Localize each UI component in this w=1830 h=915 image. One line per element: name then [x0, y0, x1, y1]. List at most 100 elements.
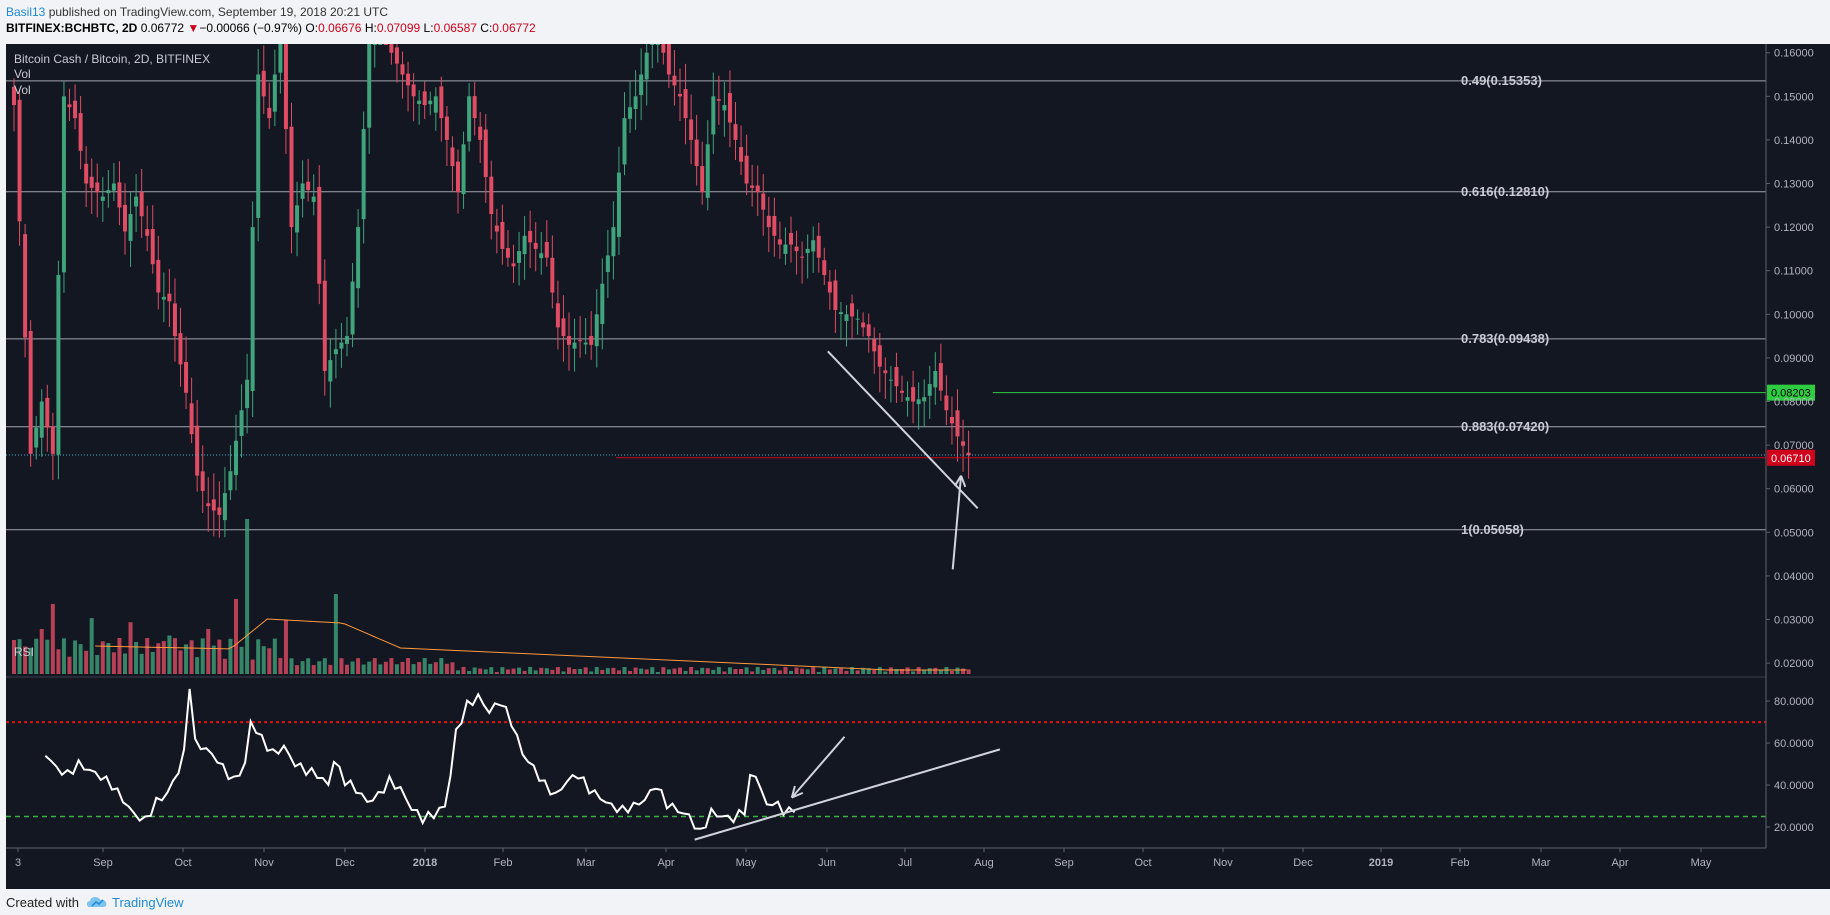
candle-body: [561, 318, 566, 337]
price-trendline: [827, 350, 979, 510]
volume-bar: [311, 665, 316, 674]
candle-body: [200, 471, 205, 491]
candle-body: [672, 75, 677, 86]
chart-canvas[interactable]: 0.49(0.15353) 0.616(0.12810) 0.783(0.09438…: [6, 44, 1830, 889]
candle-body: [949, 416, 954, 424]
volume-bar: [45, 639, 50, 674]
x-tick-label: Dec: [1293, 857, 1313, 869]
chart-header: Basil13 published on TradingView.com, Se…: [0, 0, 1830, 44]
volume-bar: [350, 661, 355, 674]
candle-body: [461, 144, 466, 195]
volume-bar: [156, 643, 161, 674]
candle-body: [439, 86, 444, 119]
candle-body: [944, 395, 949, 411]
volume-bar: [927, 668, 932, 674]
candle-body: [345, 336, 349, 344]
x-tick-label: 3: [15, 857, 21, 869]
candle-body: [800, 256, 805, 258]
volume-bar: [256, 639, 261, 674]
candle-body: [694, 139, 699, 167]
high-value: 0.07099: [376, 21, 421, 35]
volume-bar: [394, 664, 399, 674]
tradingview-brand[interactable]: TradingView: [112, 895, 184, 910]
volume-bar: [200, 638, 205, 674]
candle-body: [661, 44, 666, 53]
volume-bar: [844, 670, 849, 674]
candle-body: [89, 176, 94, 188]
volume-bar: [755, 667, 760, 674]
x-tick-label: Oct: [174, 857, 191, 869]
volume-bar: [422, 658, 427, 674]
ohlc-info: BITFINEX:BCHBTC, 2D 0.06772 ▼−0.00066 (−…: [6, 21, 536, 35]
volume-bar: [61, 638, 66, 674]
volume-bar: [766, 668, 771, 674]
candle-body: [955, 410, 960, 437]
candle-body: [211, 499, 216, 511]
volume-bar: [322, 658, 327, 674]
candle-body: [644, 52, 649, 80]
volume-bar: [472, 667, 477, 674]
volume-bar: [822, 667, 827, 674]
author-link[interactable]: Basil13: [6, 5, 46, 19]
low-value: 0.06587: [433, 21, 477, 35]
candle-body: [322, 280, 327, 371]
candle-body: [28, 331, 33, 454]
open-label: O:: [305, 21, 319, 35]
candle-body: [827, 281, 832, 293]
y-tick-label: 0.02000: [1774, 658, 1814, 670]
volume-bar: [289, 658, 294, 674]
volume-bar: [417, 662, 422, 674]
volume-ma-line: [95, 618, 967, 671]
support-tag: [1767, 449, 1815, 466]
y-tick-label: 0.08000: [1774, 397, 1814, 409]
candle-body: [189, 403, 194, 435]
volume-bar: [150, 651, 155, 674]
volume-bar: [944, 667, 949, 674]
volume-bar: [633, 667, 638, 674]
volume-bar: [245, 519, 250, 674]
candle-body: [472, 96, 477, 119]
candle-body: [750, 185, 755, 188]
volume-bar: [911, 671, 916, 674]
candle-body: [372, 44, 377, 45]
volume-bar: [467, 670, 472, 674]
candle-body: [600, 283, 605, 324]
candle-body: [156, 259, 161, 293]
candle-body: [727, 93, 732, 123]
close-value: 0.06772: [492, 21, 536, 35]
rsi-trendline: [694, 748, 1001, 841]
candle-body: [67, 104, 72, 108]
volume-bar: [694, 670, 699, 674]
volume-bar: [761, 669, 766, 674]
volume-bar: [672, 668, 677, 674]
candle-body: [217, 507, 222, 515]
candle-body: [877, 345, 882, 367]
candle-body: [938, 363, 943, 391]
volume-bar: [328, 664, 333, 674]
candle-body: [789, 232, 793, 245]
volume-bar: [783, 667, 788, 674]
candle-body: [572, 342, 577, 349]
y-tick-label: 0.14000: [1774, 135, 1814, 147]
volume-bar: [733, 668, 738, 674]
candle-body: [966, 452, 971, 456]
candle-body: [766, 215, 771, 228]
y-tick-label: 0.05000: [1774, 527, 1814, 539]
tradingview-cloud-icon[interactable]: [86, 893, 108, 911]
rsi-tick-label: 20.0000: [1774, 822, 1814, 834]
candle-body: [611, 227, 616, 257]
volume-bar: [23, 646, 28, 674]
volume-bar: [594, 667, 599, 674]
candle-body: [511, 263, 516, 267]
chart-area[interactable]: 0.49(0.15353) 0.616(0.12810) 0.783(0.09438…: [6, 44, 1830, 889]
y-tick-label: 0.13000: [1774, 179, 1814, 191]
candle-body: [505, 248, 510, 258]
candle-body: [722, 105, 727, 111]
candle-body: [805, 248, 810, 254]
candle-body: [578, 340, 583, 342]
candle-body: [406, 73, 411, 86]
candle-body: [888, 379, 893, 381]
candle-body: [478, 126, 483, 140]
volume-bar: [655, 671, 660, 674]
candle-body: [206, 503, 211, 507]
